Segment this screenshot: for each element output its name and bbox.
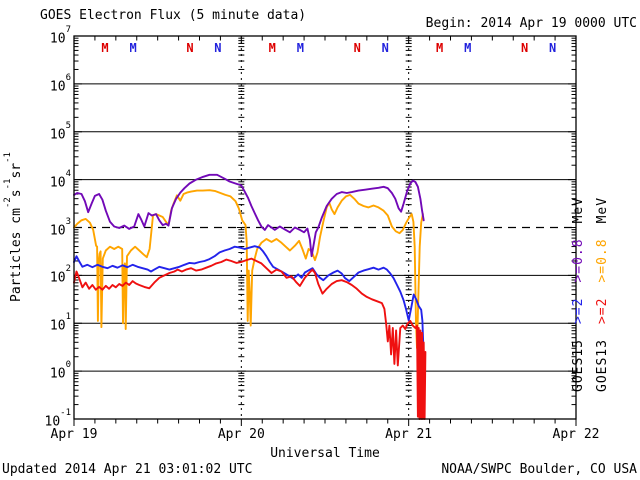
satellite-marker-n: N — [353, 41, 361, 55]
y-axis-label: Particles cm-2s-1sr-1 — [2, 152, 25, 302]
legend-item: MeV — [595, 196, 610, 224]
chart-title: GOES Electron Flux (5 minute data) — [40, 8, 307, 23]
legend-item: >=0.8 — [571, 238, 586, 283]
legend-item: GOES15 — [571, 339, 586, 392]
y-axis-tick-label: 103 — [49, 216, 71, 238]
satellite-marker-m: M — [435, 41, 444, 55]
satellite-marker-m: M — [101, 41, 109, 55]
y-axis-tick-label: 10-1 — [44, 408, 72, 430]
updated-timestamp: Updated 2014 Apr 21 03:01:02 UTC — [2, 462, 253, 477]
flux-trace — [73, 173, 425, 258]
legend-item: MeV — [571, 196, 586, 224]
y-axis-tick-label: 101 — [49, 312, 71, 334]
y-axis-tick-label: 105 — [49, 120, 71, 143]
plot-border — [73, 35, 577, 420]
legend-item: >=2 — [595, 297, 610, 325]
x-axis-tick-label: Apr 21 — [385, 427, 433, 442]
satellite-marker-n: N — [521, 41, 529, 55]
flux-trace — [73, 257, 427, 420]
satellite-marker-n: N — [186, 41, 194, 55]
satellite-marker-m: M — [268, 41, 276, 55]
begin-timestamp: Begin: 2014 Apr 19 0000 UTC — [425, 16, 637, 31]
flux-trace — [73, 245, 425, 345]
legend-column-goes15: GOES15 >=2 >=0.8 MeV — [570, 197, 588, 392]
x-axis-label: Universal Time — [270, 446, 380, 461]
satellite-marker-m: M — [129, 41, 137, 55]
satellite-marker-n: N — [381, 41, 389, 55]
satellite-marker-m: M — [464, 41, 472, 55]
y-axis-tick-label: 104 — [49, 168, 71, 190]
legend-item: GOES13 — [595, 339, 610, 392]
satellite-marker-n: N — [214, 41, 222, 55]
satellite-marker-n: N — [548, 41, 557, 55]
y-axis-tick-label: 107 — [49, 25, 71, 47]
y-axis-tick-label: 100 — [49, 360, 71, 382]
x-axis-tick-label: Apr 22 — [552, 427, 600, 442]
legend-item: >=0.8 — [595, 238, 610, 283]
data-source-credit: NOAA/SWPC Boulder, CO USA — [441, 462, 637, 477]
x-axis-tick-label: Apr 19 — [50, 427, 98, 442]
legend-column-goes13: GOES13 >=2 >=0.8 MeV — [594, 197, 612, 392]
flux-trace — [73, 189, 424, 350]
y-axis-tick-label: 102 — [49, 264, 71, 286]
legend-item: >=2 — [571, 297, 586, 325]
satellite-marker-m: M — [296, 41, 305, 55]
y-axis-tick-label: 106 — [49, 72, 71, 95]
x-axis-tick-label: Apr 20 — [217, 427, 265, 442]
